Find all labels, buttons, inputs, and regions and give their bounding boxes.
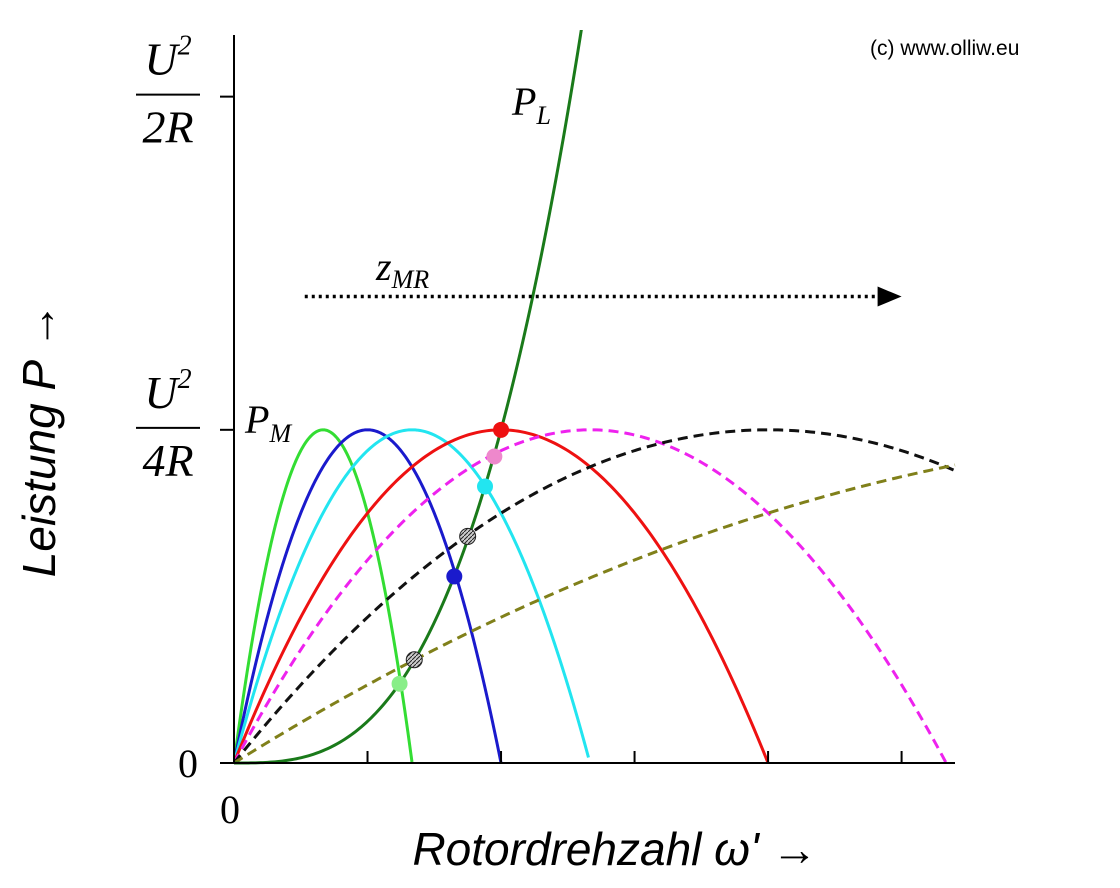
pm-curve-3 [234,428,590,764]
pm-curve-1 [234,428,414,764]
x-ticks-group: 0 [220,751,903,832]
pm-curve-4 [234,428,770,764]
operating-point-5 [477,478,494,495]
y-tick-label-den-2: 2R [142,102,193,153]
pm-curve-7 [234,463,956,765]
pm-curve-6 [234,428,956,764]
operating-points-group [391,421,510,692]
zmr-arrow-head [877,286,902,307]
pl-curve [234,30,583,765]
y-tick-label-num-1: U2 [144,364,191,418]
operating-point-1 [391,675,408,692]
zmr-label-sub: MR [391,265,430,294]
x-axis-title: Rotordrehzahl ω' → [412,823,817,875]
zmr-label: zMR [375,244,429,294]
x-tick-label-0: 0 [220,787,240,832]
y-tick-label-den-1: 4R [142,435,193,486]
y-tick-label-num-2: U2 [144,31,191,85]
pm-label-main: P [244,397,269,442]
pl-label-sub: L [535,101,550,130]
pl-label: PL [511,79,551,130]
pl-label-main: P [511,79,536,124]
operating-point-6 [486,448,503,465]
pm-label-sub: M [268,419,292,448]
y-tick-num-sup-1: 2 [178,364,192,395]
curve-group [234,30,956,765]
y-tick-num-base-2: U [144,34,180,85]
zmr-label-main: z [375,244,392,289]
operating-point-7 [493,421,510,438]
axes-group [233,35,955,764]
zmr-arrow [304,286,902,307]
operating-point-2 [405,651,423,669]
y-tick-num-sup-2: 2 [178,31,192,62]
y-axis-title: Leistung P → [13,303,65,577]
operating-point-3 [446,568,463,585]
y-tick-num-base-1: U [144,367,180,418]
copyright-text: (c) www.olliw.eu [870,37,1019,60]
operating-point-4 [459,527,477,545]
y-tick-label-0: 0 [178,741,198,786]
pm-label: PM [244,397,292,448]
pm-curve-5 [234,428,948,764]
